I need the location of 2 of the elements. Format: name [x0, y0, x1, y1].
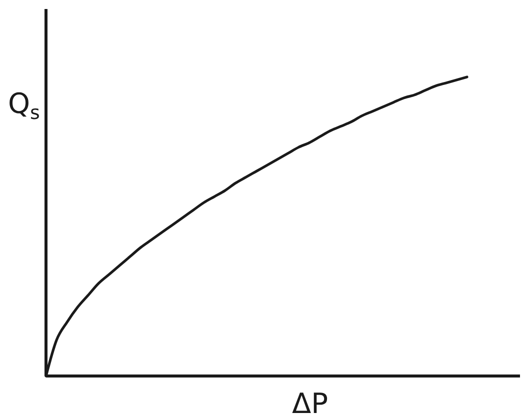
- x-axis-title: ΔP: [292, 387, 328, 419]
- y-axis-title: Q$_{s}$: [8, 87, 40, 124]
